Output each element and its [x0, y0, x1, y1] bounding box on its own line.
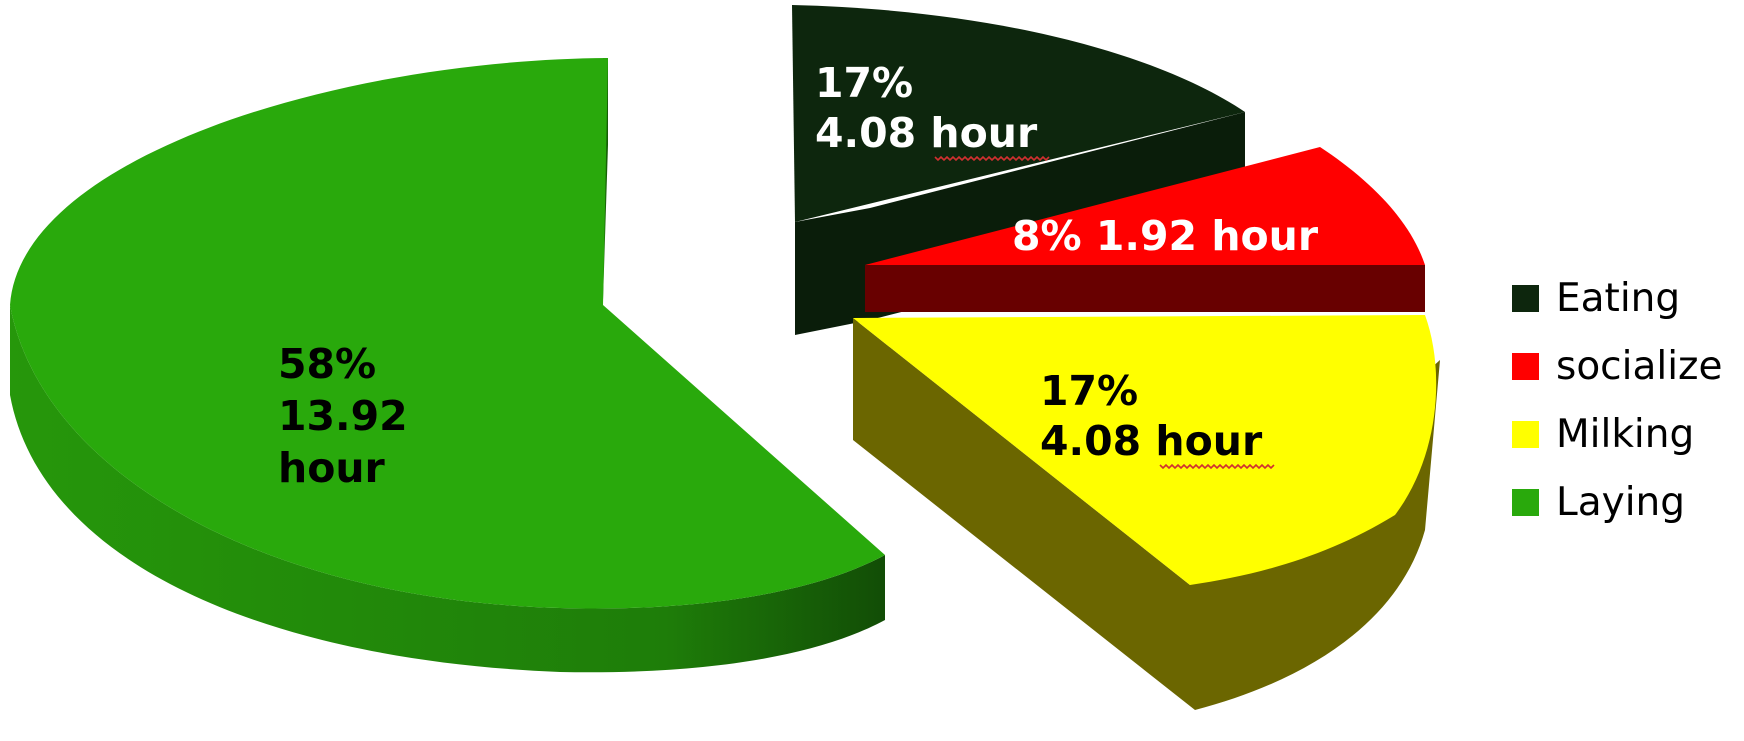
slice-socialize	[865, 147, 1425, 312]
data-label-laying: 58% 13.92 hour	[278, 340, 408, 492]
legend-swatch-laying	[1512, 489, 1539, 516]
legend-swatch-milking	[1512, 421, 1539, 448]
legend-swatch-socialize	[1512, 353, 1539, 380]
slice-laying-side	[10, 305, 885, 673]
spellcheck-underline	[1159, 463, 1275, 470]
legend-label-eating: Eating	[1556, 276, 1680, 321]
data-label-socialize: 8% 1.92 hour	[1012, 212, 1319, 260]
slice-eating-top	[792, 5, 1245, 222]
slice-laying	[10, 58, 885, 673]
slice-socialize-top	[865, 147, 1425, 265]
data-label-line: 8% 1.92 hour	[1012, 212, 1319, 260]
legend-swatch-eating	[1512, 285, 1539, 312]
data-label-line: 4.08 hour	[815, 109, 1038, 157]
legend-label-socialize: socialize	[1556, 344, 1723, 389]
slice-socialize-side	[865, 265, 1425, 312]
data-label-line: 4.08 hour	[1040, 417, 1263, 465]
slice-laying-top	[10, 58, 885, 609]
data-label-line: 58%	[278, 340, 376, 388]
slice-milking	[853, 315, 1440, 710]
data-label-line: 17%	[815, 59, 913, 107]
data-label-line: 13.92	[278, 392, 408, 440]
data-label-milking: 17% 4.08 hour	[1040, 367, 1263, 465]
legend-label-milking: Milking	[1556, 412, 1694, 457]
legend-label-laying: Laying	[1556, 480, 1685, 525]
slice-milking-side	[853, 318, 1440, 710]
data-label-line: 17%	[1040, 367, 1138, 415]
legend: Eating socialize Milking Laying	[1512, 276, 1723, 525]
slice-milking-top	[853, 315, 1437, 585]
spellcheck-underline	[934, 155, 1050, 162]
data-label-line: hour	[278, 444, 386, 492]
data-label-eating: 17% 4.08 hour	[815, 59, 1038, 157]
